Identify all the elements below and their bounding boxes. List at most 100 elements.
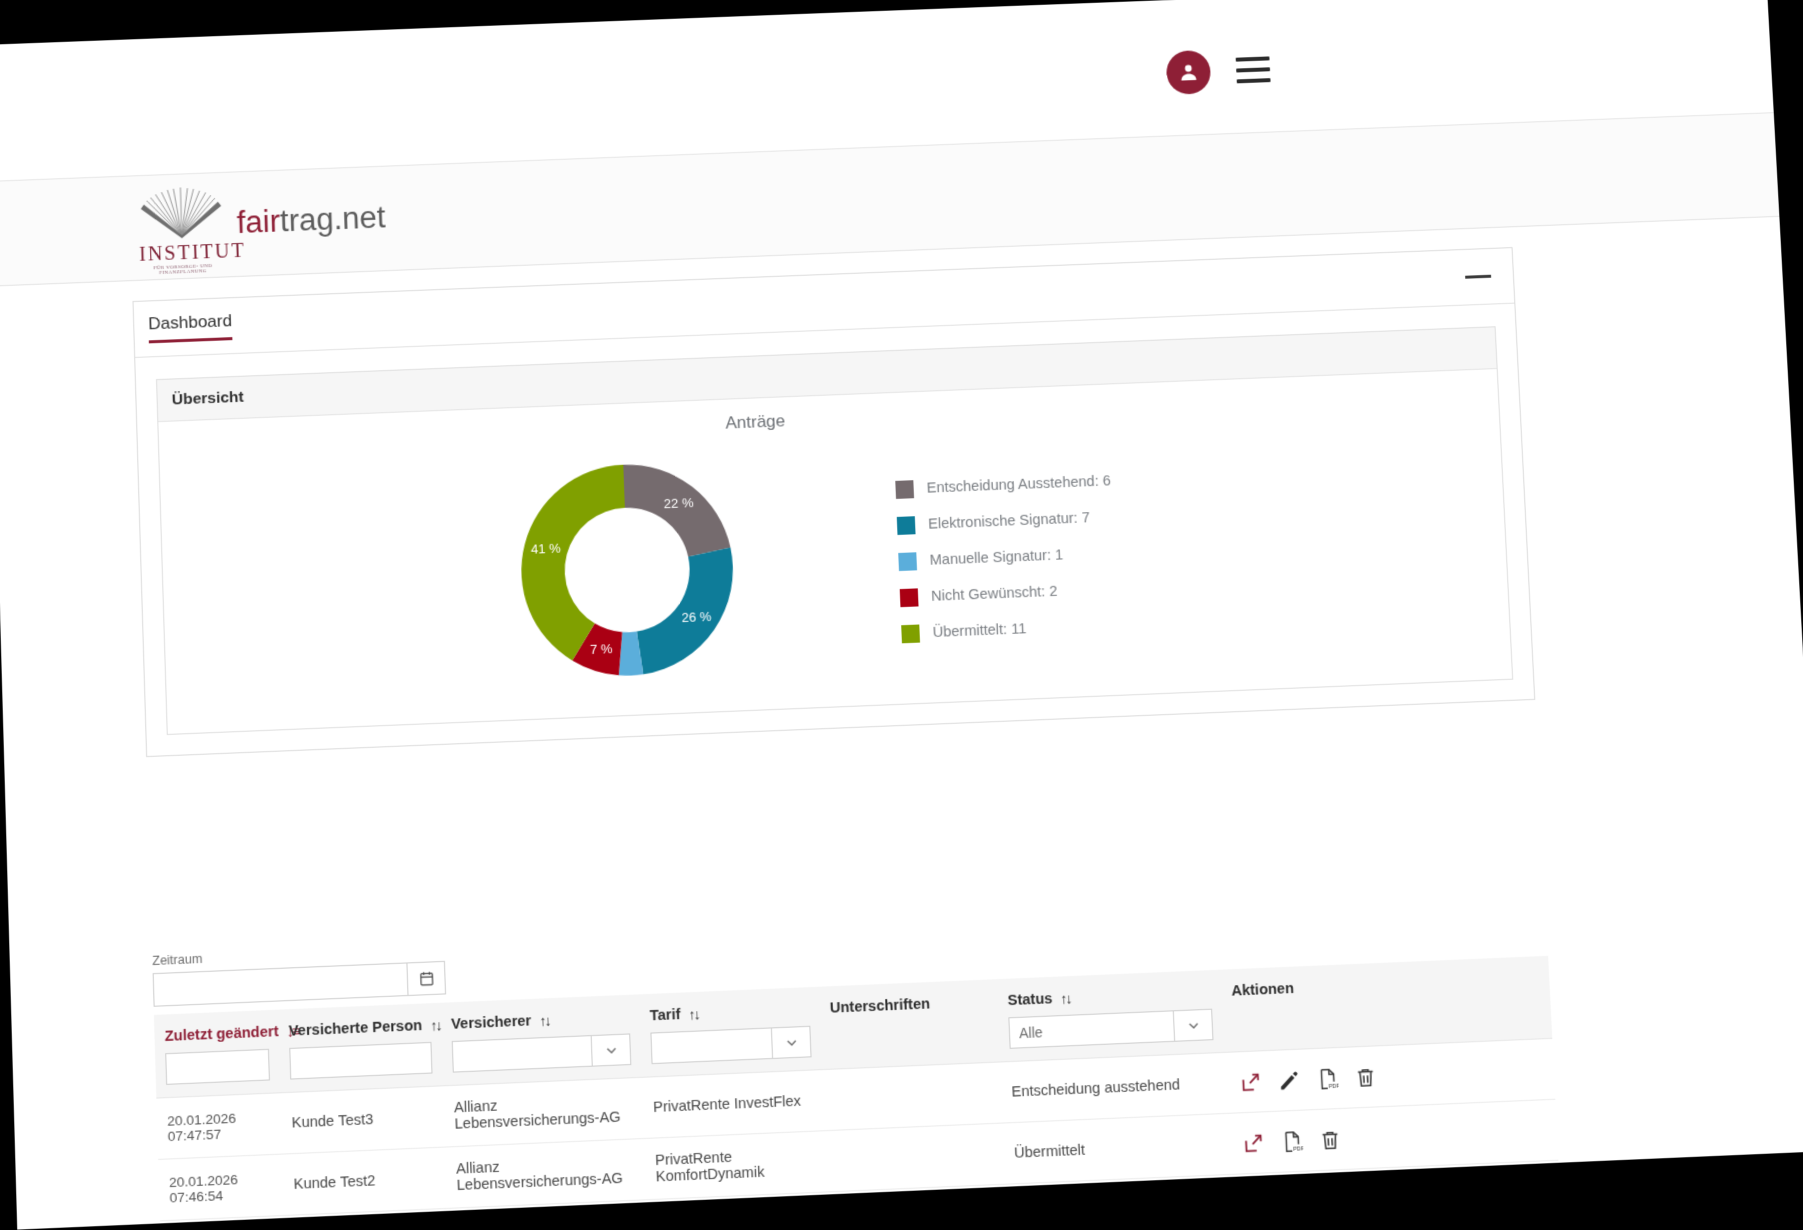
- cell-status: Entscheidung ausstehend: [1001, 1067, 1227, 1109]
- donut-slice-percent-label: 22 %: [664, 495, 695, 511]
- legend-item-label: Manuelle Signatur: 1: [929, 547, 1063, 568]
- column-title[interactable]: Zuletzt geändert↓≡: [164, 1024, 268, 1045]
- sort-toggle-icon[interactable]: ↑↓: [688, 1006, 699, 1023]
- donut-slice-percent-label: 41 %: [531, 541, 562, 557]
- column-label: Versicherte Person: [288, 1018, 422, 1040]
- cell-versicherer: Allianz Lebensversicherungs-AG: [443, 1083, 644, 1141]
- hamburger-icon[interactable]: [1236, 56, 1271, 83]
- hamburger-bar: [1236, 67, 1270, 72]
- hamburger-bar: [1237, 78, 1271, 83]
- cell-aktionen: PDF: [1225, 1055, 1428, 1102]
- legend-item[interactable]: Elektronische Signatur: 7: [897, 508, 1113, 535]
- column-title: Aktionen: [1231, 976, 1413, 1000]
- cell-unterschriften: [823, 1084, 1002, 1108]
- svg-text:PDF: PDF: [1293, 1146, 1303, 1153]
- column-title[interactable]: Versicherte Person↑↓: [288, 1017, 431, 1039]
- chart-area: Anträge 22 %26 %7 %41 % Entscheidung Aus…: [158, 369, 1512, 734]
- legend-item[interactable]: Nicht Gewünscht: 2: [900, 580, 1116, 607]
- chart-legend: Entscheidung Ausstehend: 6 Elektronische …: [895, 472, 1117, 643]
- column-label: Tarif: [650, 1007, 681, 1025]
- legend-swatch-icon: [901, 625, 920, 644]
- legend-item-label: Elektronische Signatur: 7: [928, 510, 1090, 533]
- column-title[interactable]: Status↑↓: [1007, 984, 1211, 1009]
- delete-trash-icon[interactable]: [1319, 1128, 1342, 1151]
- mockup-stage: INSTITUT FÜR VORSORGE- UND FINANZPLANUNG…: [0, 0, 1803, 1190]
- institut-wordmark: INSTITUT FÜR VORSORGE- UND FINANZPLANUNG: [139, 242, 226, 277]
- column-filter-input[interactable]: [289, 1042, 432, 1080]
- calendar-icon: [417, 969, 435, 987]
- legend-item[interactable]: Übermittelt: 11: [901, 616, 1117, 643]
- delete-trash-icon[interactable]: [1354, 1065, 1377, 1088]
- column-filter-input[interactable]: [165, 1049, 270, 1085]
- column-filter-select[interactable]: [452, 1033, 632, 1072]
- column-filter-select[interactable]: [650, 1026, 811, 1064]
- table-column-header: Versicherte Person ↑↓: [278, 1013, 442, 1080]
- calendar-button[interactable]: [406, 961, 446, 996]
- column-label: Unterschriften: [830, 996, 931, 1017]
- brand-wordmark: fairtrag.net: [236, 201, 386, 252]
- hamburger-bar: [1236, 56, 1270, 61]
- cell-versicherte-person: Kunde Test2: [283, 1161, 447, 1201]
- edit-pencil-icon[interactable]: [1277, 1068, 1300, 1091]
- avatar[interactable]: [1166, 50, 1212, 95]
- brand-word-trag: trag.net: [279, 199, 386, 238]
- dashboard-card: Dashboard Übersicht Anträge 22 %26 %7 %4…: [132, 247, 1535, 757]
- page-content: Dashboard Übersicht Anträge 22 %26 %7 %4…: [0, 217, 1803, 1230]
- top-bar-actions: [1166, 48, 1271, 95]
- chevron-down-icon[interactable]: [1173, 1010, 1213, 1041]
- legend-item-label: Nicht Gewünscht: 2: [931, 584, 1058, 605]
- legend-item[interactable]: Entscheidung Ausstehend: 6: [895, 472, 1111, 499]
- chevron-down-icon[interactable]: [771, 1027, 811, 1058]
- svg-text:PDF: PDF: [1329, 1083, 1339, 1090]
- zeitraum-filter: Zeitraum: [152, 940, 478, 1007]
- institut-main-text: INSTITUT: [139, 240, 246, 266]
- donut-slice-percent-label: 26 %: [681, 609, 712, 625]
- cell-versicherte-person: Kunde Test3: [281, 1100, 445, 1140]
- sort-toggle-icon[interactable]: ↑↓: [539, 1012, 550, 1029]
- cell-versicherer: Allianz Lebensversicherungs-AG: [445, 1145, 646, 1203]
- cell-tarif: PrivatRente InvestFlex: [642, 1084, 824, 1124]
- legend-item[interactable]: Manuelle Signatur: 1: [898, 544, 1114, 571]
- column-label: Zuletzt geändert: [164, 1024, 278, 1045]
- column-title[interactable]: Tarif ↑↓: [650, 1001, 810, 1024]
- institut-sub-text: FÜR VORSORGE- UND FINANZPLANUNG: [140, 263, 227, 276]
- table-column-header: Tarif ↑↓: [639, 997, 821, 1065]
- donut-slice-percent-label: 7 %: [590, 642, 613, 658]
- table-column-header: Status↑↓ Alle: [997, 980, 1224, 1049]
- cell-unterschriften: [825, 1145, 1004, 1169]
- column-label: Versicherer: [451, 1013, 532, 1033]
- table-column-header: Versicherer ↑↓: [441, 1005, 642, 1074]
- cell-status: Übermittelt: [1003, 1128, 1229, 1170]
- sort-toggle-icon[interactable]: ↑↓: [430, 1017, 441, 1034]
- column-title: Unterschriften: [830, 994, 988, 1017]
- column-label: Aktionen: [1231, 981, 1294, 1000]
- logo[interactable]: INSTITUT FÜR VORSORGE- UND FINANZPLANUNG…: [137, 179, 386, 256]
- brand-word-fair: fair: [236, 204, 280, 241]
- open-external-icon[interactable]: [1239, 1070, 1262, 1093]
- legend-swatch-icon: [898, 552, 917, 571]
- table-column-header: Aktionen: [1221, 971, 1425, 1039]
- cell-aktionen: PDF: [1227, 1116, 1431, 1163]
- legend-swatch-icon: [895, 480, 914, 499]
- table-column-header: Zuletzt geändert↓≡: [154, 1020, 280, 1085]
- table-column-header: Unterschriften: [819, 989, 999, 1057]
- user-icon: [1176, 60, 1201, 85]
- sort-toggle-icon[interactable]: ↑↓: [1060, 990, 1071, 1007]
- minimize-icon[interactable]: [1465, 275, 1491, 279]
- tab-dashboard[interactable]: Dashboard: [148, 311, 233, 343]
- column-filter-select[interactable]: Alle: [1008, 1009, 1213, 1049]
- legend-swatch-icon: [900, 588, 919, 607]
- cell-tarif: PrivatRente KomfortDynamik: [644, 1137, 826, 1194]
- antraege-donut-chart: 22 % 26 % 7 % 41 %: [492, 435, 763, 707]
- zeitraum-input[interactable]: [153, 962, 408, 1006]
- chevron-down-icon[interactable]: [591, 1035, 631, 1066]
- legend-item-label: Übermittelt: 11: [932, 621, 1026, 641]
- pdf-document-icon[interactable]: PDF: [1316, 1067, 1339, 1090]
- column-title[interactable]: Versicherer ↑↓: [451, 1009, 630, 1033]
- legend-swatch-icon: [897, 516, 916, 535]
- open-external-icon[interactable]: [1242, 1131, 1265, 1154]
- column-filter-value: Alle: [1010, 1024, 1043, 1042]
- pdf-document-icon[interactable]: PDF: [1280, 1129, 1303, 1152]
- cell-zuletzt-geaendert: 20.01.2026 07:46:54: [158, 1161, 284, 1213]
